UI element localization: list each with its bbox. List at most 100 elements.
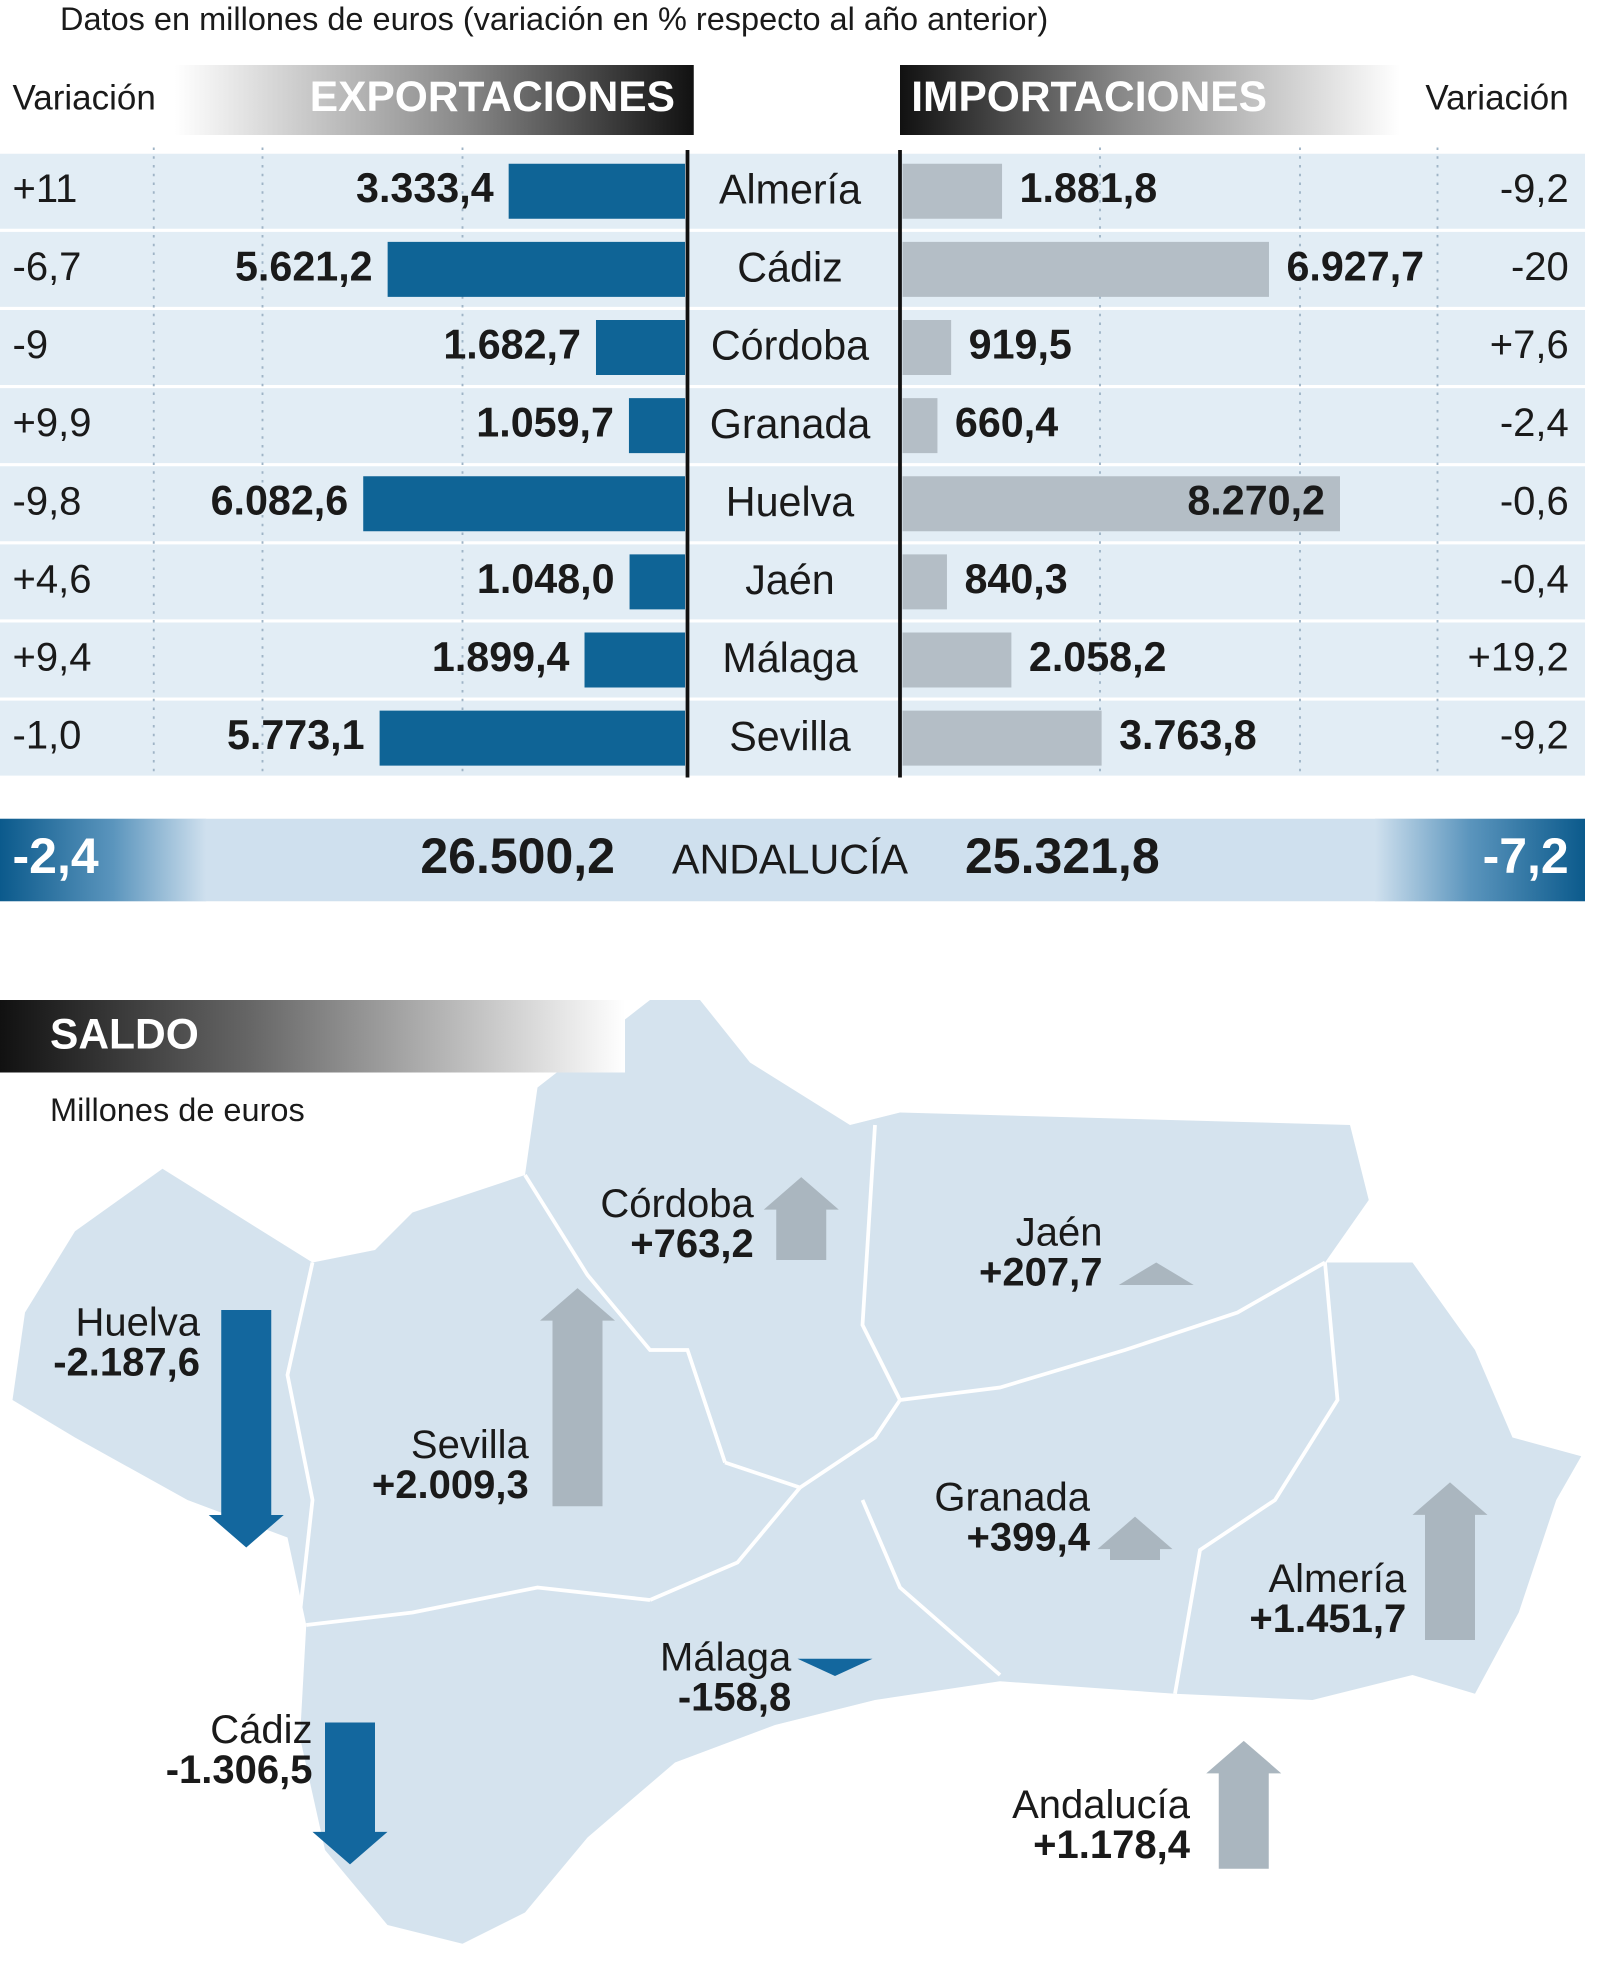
import-value-label: 8.270,2 bbox=[1187, 478, 1325, 524]
variation-label: -0,6 bbox=[1500, 479, 1569, 523]
export-value-label: 1.048,0 bbox=[477, 556, 615, 602]
saldo-arrow bbox=[1412, 1482, 1488, 1640]
category-label: Jaén bbox=[745, 557, 834, 603]
export-bar bbox=[387, 241, 685, 297]
border bbox=[285, 1262, 315, 1613]
saldo-arrow bbox=[797, 1658, 873, 1676]
import-value-label: 3.763,8 bbox=[1119, 712, 1257, 758]
export-bar bbox=[595, 320, 685, 375]
category-label: Sevilla bbox=[729, 713, 851, 759]
bars: +11 -9,2 Almería 3.333,4 1.881,8 -6,7 -20 Cádiz… bbox=[13, 163, 1569, 766]
variation-label: -0,4 bbox=[1500, 557, 1569, 601]
row-bg bbox=[0, 231, 1585, 307]
variation-label: +9,4 bbox=[13, 636, 92, 680]
export-value-label: 3.333,4 bbox=[356, 165, 494, 211]
border bbox=[724, 1398, 902, 1490]
row-bg bbox=[0, 153, 1585, 229]
total-export-variation: -2,4 bbox=[13, 828, 99, 884]
border bbox=[860, 1124, 902, 1401]
row-bg bbox=[0, 622, 1585, 698]
saldo-subtitle: Millones de euros bbox=[50, 1092, 305, 1128]
province-label: Córdoba bbox=[600, 1182, 754, 1226]
saldo-value-label: -158,8 bbox=[678, 1676, 791, 1720]
saldo-value-label: +1.451,7 bbox=[1249, 1597, 1406, 1641]
row-bg bbox=[0, 388, 1585, 464]
variation-label: -1,0 bbox=[13, 714, 82, 758]
border bbox=[860, 1499, 1002, 1677]
province-borders bbox=[285, 1124, 1340, 1695]
province-label: Cádiz bbox=[210, 1708, 312, 1752]
subtitle: Datos en millones de euros (variación en… bbox=[60, 1, 1048, 37]
import-title: IMPORTACIONES bbox=[911, 74, 1267, 121]
border bbox=[1173, 1262, 1340, 1695]
province-label: Málaga bbox=[660, 1636, 792, 1680]
row-backgrounds bbox=[0, 153, 1585, 776]
export-bar bbox=[363, 476, 685, 532]
export-value-label: 5.773,1 bbox=[227, 712, 365, 758]
export-bar bbox=[379, 710, 685, 766]
category-label: Málaga bbox=[722, 635, 857, 681]
saldo-arrow bbox=[312, 1722, 388, 1865]
saldo-value-label: +207,7 bbox=[979, 1251, 1102, 1295]
import-value-label: 2.058,2 bbox=[1029, 634, 1167, 680]
saldo-value-label: -1.306,5 bbox=[166, 1748, 313, 1792]
variation-label: -20 bbox=[1511, 245, 1569, 289]
saldo-title: SALDO bbox=[50, 1012, 199, 1059]
variation-label: +7,6 bbox=[1490, 323, 1569, 367]
export-bar bbox=[628, 398, 685, 454]
saldo-arrow bbox=[208, 1310, 284, 1548]
province-label: Sevilla bbox=[411, 1423, 530, 1467]
saldo-value-label: -2.187,6 bbox=[53, 1341, 200, 1385]
variation-heading: Variación bbox=[1425, 78, 1568, 117]
saldo-arrow bbox=[540, 1288, 615, 1507]
import-bar bbox=[902, 398, 938, 454]
import-value-label: 1.881,8 bbox=[1020, 165, 1158, 211]
province-label: Andalucía bbox=[1012, 1783, 1191, 1827]
province-label: Granada bbox=[934, 1476, 1090, 1520]
import-value-label: 840,3 bbox=[964, 556, 1067, 602]
import-bar bbox=[902, 320, 952, 375]
variation-label: +19,2 bbox=[1468, 636, 1569, 680]
variation-heading: Variación bbox=[13, 78, 156, 117]
border bbox=[649, 1486, 802, 1602]
total-category: ANDALUCÍA bbox=[672, 836, 909, 882]
saldo-arrow bbox=[1118, 1262, 1194, 1285]
variation-label: -9,2 bbox=[1500, 714, 1569, 758]
variation-label: +11 bbox=[13, 167, 78, 211]
saldo-arrow bbox=[1206, 1740, 1282, 1869]
export-header-bg bbox=[175, 65, 694, 136]
map bbox=[12, 1000, 1582, 1944]
arrows: Huelva-2.187,6 Sevilla+2.009,3 Córdoba+763… bbox=[53, 1177, 1488, 1869]
variation-label: +4,6 bbox=[13, 557, 92, 601]
total-band-right bbox=[1375, 818, 1585, 902]
total-import: 25.321,8 bbox=[965, 828, 1160, 884]
import-value-label: 919,5 bbox=[969, 321, 1072, 367]
export-value-label: 5.621,2 bbox=[235, 243, 373, 289]
export-bar bbox=[584, 632, 685, 688]
variation-label: -9,2 bbox=[1500, 167, 1569, 211]
saldo-arrow bbox=[763, 1177, 839, 1260]
saldo-value-label: +763,2 bbox=[630, 1222, 753, 1266]
border bbox=[899, 1260, 1326, 1402]
export-bar bbox=[629, 554, 685, 610]
import-header-bg bbox=[900, 65, 1400, 136]
import-bar bbox=[902, 241, 1269, 297]
total-export: 26.500,2 bbox=[420, 828, 615, 884]
province-label: Jaén bbox=[1016, 1211, 1103, 1255]
province-label: Huelva bbox=[75, 1301, 200, 1345]
saldo-value-label: +399,4 bbox=[967, 1516, 1091, 1560]
total-band bbox=[0, 818, 1585, 902]
andalucia-outline bbox=[12, 1000, 1582, 1944]
import-value-label: 660,4 bbox=[955, 400, 1058, 446]
variation-label: -6,7 bbox=[13, 245, 82, 289]
variation-label: -9,8 bbox=[13, 479, 82, 523]
export-bar bbox=[508, 163, 685, 219]
row-bg bbox=[0, 700, 1585, 776]
border bbox=[306, 1585, 651, 1627]
saldo-arrow bbox=[1097, 1516, 1173, 1560]
category-label: Granada bbox=[710, 401, 871, 447]
saldo-value-label: +1.178,4 bbox=[1033, 1823, 1191, 1867]
border bbox=[523, 1174, 727, 1464]
import-value-label: 6.927,7 bbox=[1286, 243, 1424, 289]
